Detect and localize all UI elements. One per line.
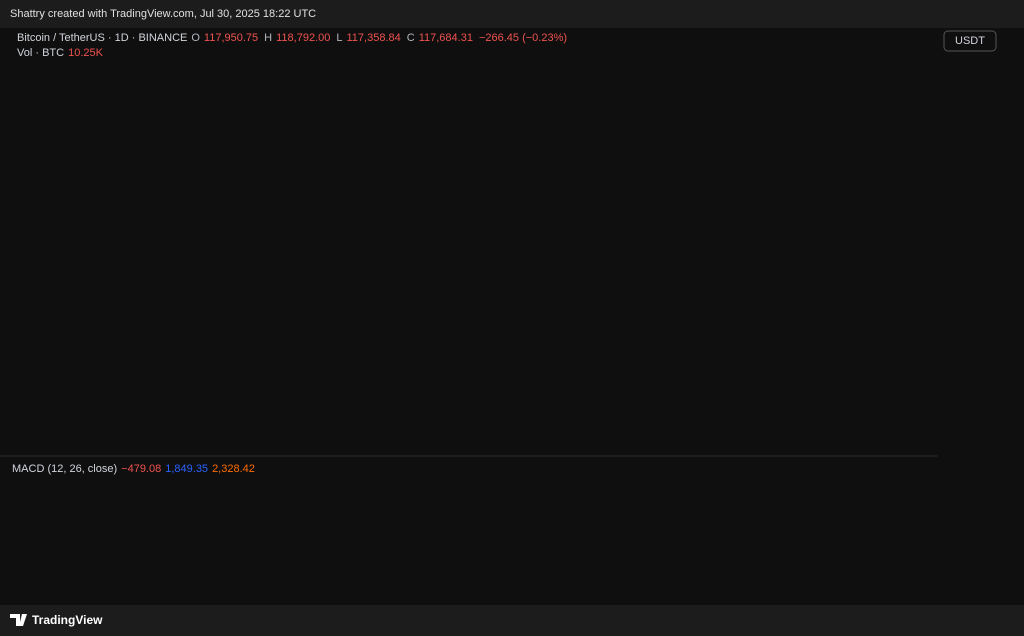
brand: TradingView xyxy=(32,613,103,627)
ohlc-key: L xyxy=(336,32,343,44)
logo xyxy=(10,614,27,626)
top-bar xyxy=(0,0,1024,28)
symbol: Bitcoin / TetherUS · 1D · BINANCE xyxy=(17,32,188,44)
ohlc-key: H xyxy=(264,32,273,44)
ohlc-value: 117,950.75 xyxy=(203,32,259,44)
hist-value: −479.08 xyxy=(121,463,162,475)
change: −266.45 (−0.23%) xyxy=(478,32,568,44)
macd-legend: MACD (12, 26, close) −479.08 1,849.35 2,… xyxy=(12,463,255,475)
ohlc-value: 117,358.84 xyxy=(346,32,401,44)
currency-button[interactable] xyxy=(943,30,997,52)
ohlc-key: O xyxy=(191,32,200,44)
ohlc-value: 118,792.00 xyxy=(276,32,331,44)
ohlc: O 117,950.75 H 118,792.00 L 117,358.84 C 117,68… xyxy=(191,32,475,44)
caption: Shattry created with TradingView.com, Ju… xyxy=(10,8,316,20)
macd-value: 1,849.35 xyxy=(165,463,209,475)
ohlc-value: 117,684.31 xyxy=(418,32,473,44)
footer xyxy=(0,605,1024,636)
ohlc-key: C xyxy=(406,32,415,44)
chart-area xyxy=(0,28,1024,605)
currency[interactable]: USDT xyxy=(955,35,985,47)
volume-value: 10.25K xyxy=(68,47,103,59)
volume-line: Vol · BTC 10.25K xyxy=(17,47,103,59)
symbol-line: Bitcoin / TetherUS · 1D · BINANCE O 117,9… xyxy=(17,32,567,44)
signal-value: 2,328.42 xyxy=(212,463,255,475)
volume-label: Vol · BTC xyxy=(17,47,65,59)
macd-title: MACD (12, 26, close) xyxy=(12,463,118,475)
